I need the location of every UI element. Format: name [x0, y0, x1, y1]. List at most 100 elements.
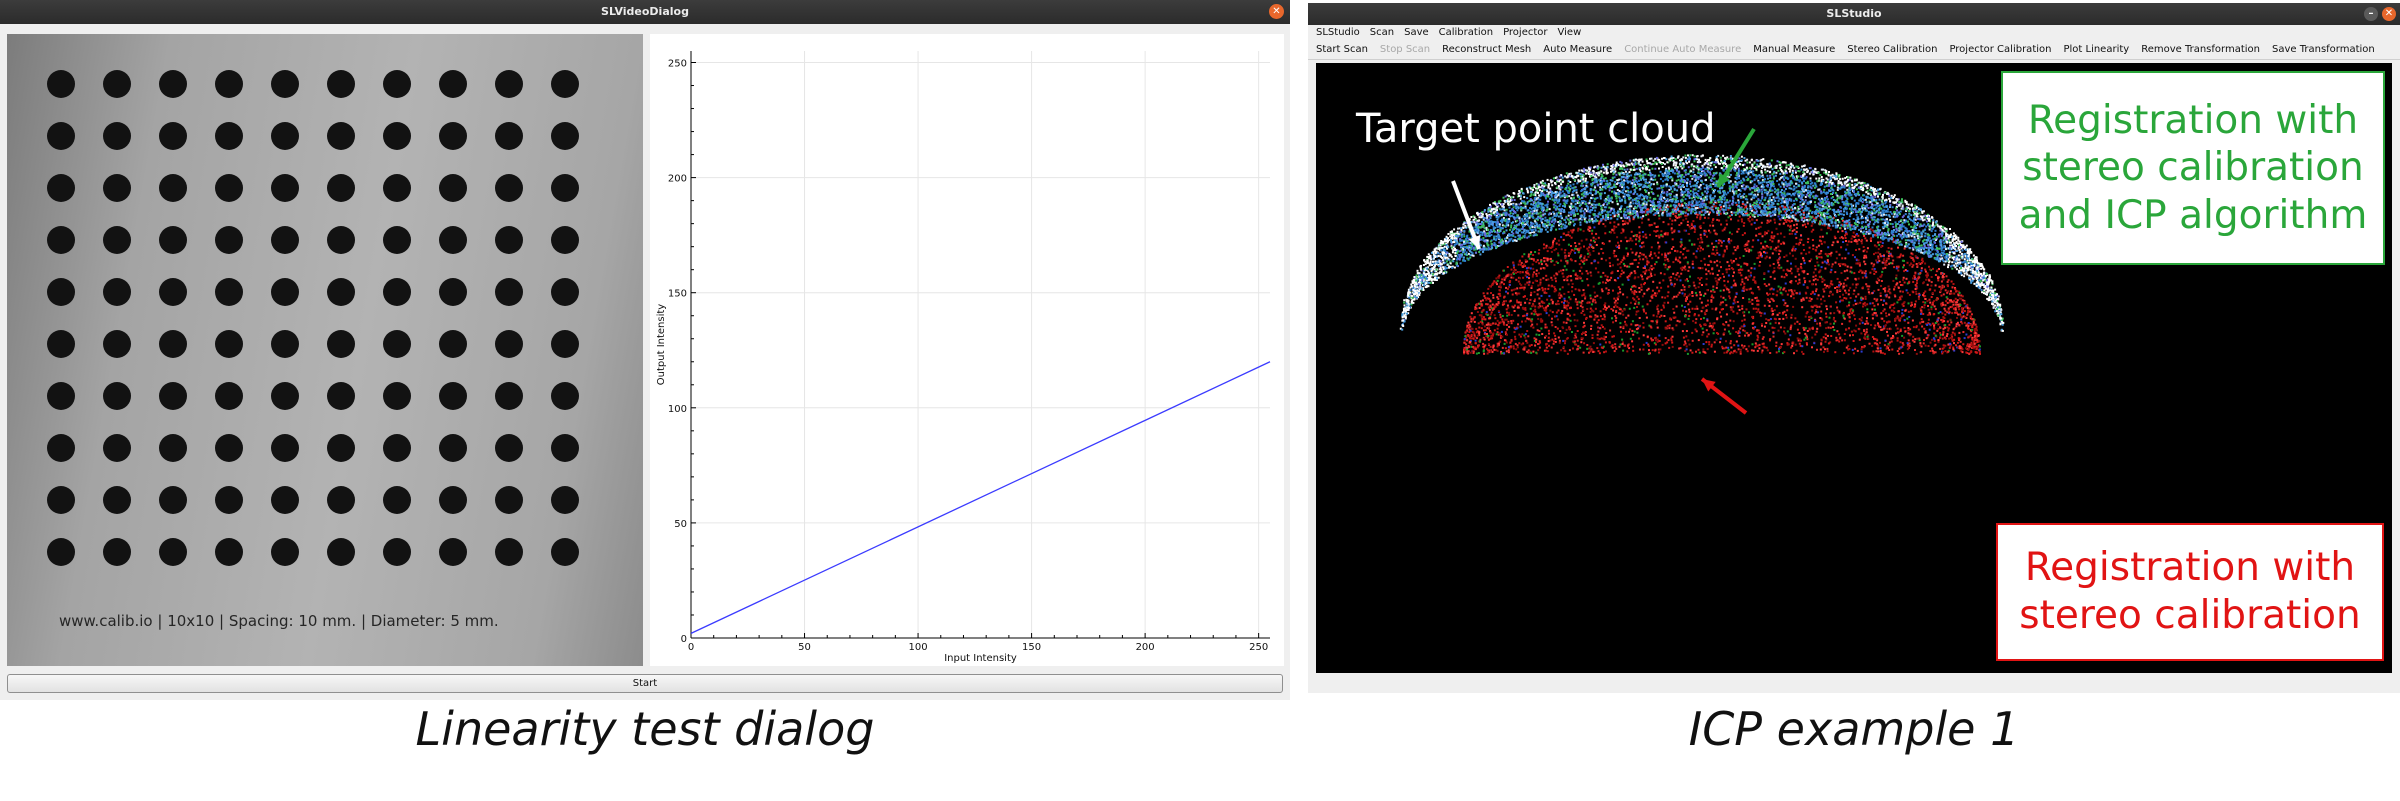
calibration-dot [159, 174, 187, 202]
calibration-dot [439, 122, 467, 150]
calibration-dot [383, 226, 411, 254]
calibration-dot [495, 226, 523, 254]
calibration-dot [159, 70, 187, 98]
calibration-dot [551, 278, 579, 306]
calibration-dot [47, 174, 75, 202]
window-title-bar[interactable]: SLVideoDialog ✕ [0, 0, 1290, 24]
y-tick-label: 250 [668, 59, 687, 70]
minimize-icon[interactable]: – [2364, 7, 2378, 21]
menu-item-slstudio[interactable]: SLStudio [1316, 27, 1360, 38]
calibration-dot [103, 174, 131, 202]
calibration-dot [103, 122, 131, 150]
calibration-dot [327, 226, 355, 254]
calibration-dot [383, 486, 411, 514]
y-tick-label: 0 [681, 634, 687, 645]
start-button[interactable]: Start [7, 674, 1283, 693]
calibration-dot [215, 226, 243, 254]
calibration-dot [327, 122, 355, 150]
toolbar-stereo-calibration-button[interactable]: Stereo Calibration [1847, 44, 1938, 55]
menu-item-calibration[interactable]: Calibration [1438, 27, 1494, 38]
calibration-board-caption: www.calib.io | 10x10 | Spacing: 10 mm. |… [59, 612, 499, 630]
calibration-dot [495, 538, 523, 566]
x-tick-label: 250 [1249, 642, 1268, 653]
calibration-dot [271, 330, 299, 358]
calibration-dot [383, 330, 411, 358]
menu-item-scan[interactable]: Scan [1369, 27, 1395, 38]
stereo-registration-callout: Registration with stereo calibration [1996, 523, 2384, 661]
toolbar-save-transformation-button[interactable]: Save Transformation [2272, 44, 2375, 55]
target-and-icp-point-cloud [1399, 154, 2005, 332]
toolbar-manual-measure-button[interactable]: Manual Measure [1753, 44, 1836, 55]
calibration-dot [215, 538, 243, 566]
calibration-dot [439, 70, 467, 98]
calibration-dot [159, 330, 187, 358]
calibration-dot [439, 226, 467, 254]
calibration-dot [271, 382, 299, 410]
calibration-dot [47, 70, 75, 98]
calibration-dot [439, 486, 467, 514]
calibration-dot [551, 122, 579, 150]
y-tick-label: 50 [674, 519, 687, 530]
calibration-dot [383, 278, 411, 306]
calibration-dot [215, 382, 243, 410]
window-title: SLVideoDialog [601, 5, 689, 18]
calibration-dot [271, 278, 299, 306]
calibration-dot [495, 434, 523, 462]
calibration-dot [271, 122, 299, 150]
calibration-dot [551, 486, 579, 514]
calibration-dot [271, 174, 299, 202]
calibration-dot [215, 70, 243, 98]
stereo-registration-text: Registration with stereo calibration [2019, 545, 2361, 638]
toolbar-start-scan-button[interactable]: Start Scan [1316, 44, 1368, 55]
slvideodialog-window: SLVideoDialog ✕ www.calib.io | 10x10 | S… [0, 0, 1290, 700]
calibration-dot [327, 330, 355, 358]
calibration-dot [383, 174, 411, 202]
calibration-dot [215, 278, 243, 306]
calibration-dot [327, 434, 355, 462]
calibration-dot [215, 434, 243, 462]
calibration-dot [495, 330, 523, 358]
red-arrow-icon [1700, 377, 1748, 415]
calibration-dot [383, 122, 411, 150]
toolbar-reconstruct-mesh-button[interactable]: Reconstruct Mesh [1442, 44, 1532, 55]
calibration-dot [383, 434, 411, 462]
linearity-plot: 0 50 100 150 200 250 0 50 100 150 200 250 Input Inte… [650, 34, 1284, 666]
calibration-dot [383, 538, 411, 566]
toolbar-auto-measure-button[interactable]: Auto Measure [1543, 44, 1613, 55]
calibration-dot [551, 434, 579, 462]
menu-item-save[interactable]: Save [1404, 27, 1429, 38]
icp-registration-callout: Registration with stereo calibration and… [2001, 71, 2385, 265]
toolbar-remove-transformation-button[interactable]: Remove Transformation [2141, 44, 2260, 55]
linearity-series-line [690, 361, 1271, 634]
calibration-dot [383, 70, 411, 98]
calibration-dot [439, 174, 467, 202]
toolbar-continue-auto-measure-button[interactable]: Continue Auto Measure [1624, 44, 1742, 55]
calibration-dot [383, 382, 411, 410]
calibration-dot [495, 174, 523, 202]
calibration-dot [47, 538, 75, 566]
calibration-dot [439, 330, 467, 358]
close-icon[interactable]: ✕ [2382, 7, 2396, 21]
green-arrow-icon [1716, 127, 1756, 189]
point-cloud-render[interactable] [1316, 63, 2392, 673]
calibration-dot [47, 486, 75, 514]
calibration-dot [271, 434, 299, 462]
calibration-dot [47, 434, 75, 462]
calibration-dot [327, 538, 355, 566]
window-title-bar[interactable]: SLStudio – ✕ [1308, 3, 2400, 25]
calibration-dot [103, 330, 131, 358]
toolbar-stop-scan-button[interactable]: Stop Scan [1379, 44, 1431, 55]
menu-item-projector[interactable]: Projector [1503, 27, 1548, 38]
calibration-dot [551, 174, 579, 202]
x-tick-label: 0 [688, 642, 694, 653]
toolbar-projector-calibration-button[interactable]: Projector Calibration [1949, 44, 2052, 55]
calibration-dot [271, 226, 299, 254]
calibration-dot [159, 122, 187, 150]
menu-item-view[interactable]: View [1557, 27, 1582, 38]
calibration-dot [271, 486, 299, 514]
calibration-dot [551, 70, 579, 98]
toolbar-plot-linearity-button[interactable]: Plot Linearity [2063, 44, 2130, 55]
point-cloud-viewport[interactable]: Target point cloud Registration with ste… [1316, 63, 2392, 673]
close-icon[interactable]: ✕ [1269, 4, 1284, 19]
calibration-dot [159, 538, 187, 566]
